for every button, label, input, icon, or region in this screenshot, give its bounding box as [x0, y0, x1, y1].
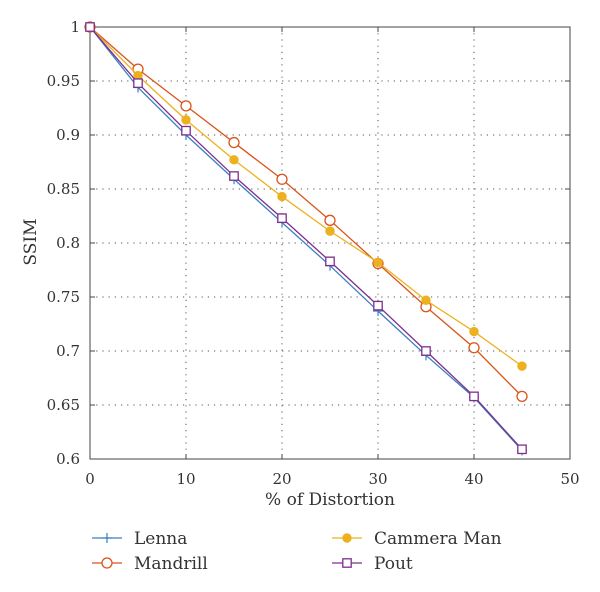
data-point-mandrill [276, 173, 288, 185]
legend-item-lenna: Lenna [92, 529, 187, 549]
series-line-cammera-man [89, 26, 523, 367]
x-tick-label: 0 [85, 470, 95, 488]
data-point-mandrill [516, 390, 528, 403]
x-axis-title: % of Distortion [265, 490, 395, 510]
series-line-mandrill [89, 26, 523, 397]
plot-axes: 0 10 20 30 40 50 0.6 0.65 0.7 0.75 0.8 0.85 0.9 0.95 1 [47, 18, 580, 488]
series-line-lenna [89, 26, 523, 451]
legend-item-pout: Pout [332, 554, 413, 574]
legend-marker [342, 533, 352, 543]
data-point-pout [517, 444, 527, 455]
data-point-cammera-man [325, 226, 335, 236]
series-mandrill [84, 21, 528, 403]
y-axis-title: SSIM [21, 218, 41, 265]
legend-label: Lenna [134, 529, 187, 549]
data-point-cammera-man [277, 191, 287, 202]
x-tick-label: 40 [464, 470, 483, 488]
x-tick-label: 10 [176, 470, 195, 488]
x-tick-label: 30 [368, 470, 387, 488]
data-point-cammera-man [181, 115, 191, 125]
x-tick-label: 50 [560, 470, 579, 488]
y-tick-label: 0.8 [56, 234, 80, 252]
data-point-mandrill [228, 136, 240, 149]
x-tick-label: 20 [272, 470, 291, 488]
data-point-cammera-man [517, 361, 527, 371]
legend-label: Cammera Man [374, 529, 502, 549]
grid-lines [90, 27, 570, 459]
y-tick-label: 0.65 [47, 396, 80, 414]
legend-item-mandrill: Mandrill [92, 554, 208, 574]
data-point-pout [181, 125, 191, 136]
data-point-pout [277, 213, 287, 224]
data-point-pout [133, 78, 143, 89]
legend-label: Pout [374, 554, 413, 574]
y-tick-label: 0.95 [47, 72, 80, 90]
data-point-pout [469, 391, 479, 402]
y-tick-label: 0.7 [56, 342, 80, 360]
plot-frame [89, 26, 571, 460]
y-tick-label: 0.75 [47, 288, 80, 306]
series-cammera-man [85, 22, 527, 371]
data-point-pout [373, 300, 383, 311]
legend-item-cammera-man: Cammera Man [332, 529, 502, 549]
series-line-pout [89, 26, 523, 450]
series-pout [85, 22, 527, 455]
data-point-pout [325, 256, 335, 267]
data-point-mandrill [468, 342, 480, 354]
data-point-pout [229, 171, 239, 181]
data-point-mandrill [180, 100, 192, 112]
data-point-cammera-man [373, 257, 383, 268]
data-series [84, 21, 528, 456]
data-point-pout [85, 22, 95, 32]
data-point-cammera-man [229, 155, 239, 165]
data-point-cammera-man [421, 295, 431, 305]
legend-label: Mandrill [134, 554, 208, 574]
y-tick-label: 0.9 [56, 126, 80, 144]
y-tick-label: 0.85 [47, 180, 80, 198]
legend-marker [101, 557, 113, 569]
data-point-cammera-man [469, 326, 479, 337]
legend-marker [102, 533, 112, 543]
y-tick-label: 1 [70, 18, 80, 36]
data-point-mandrill [324, 214, 336, 226]
legend: Lenna Mandrill Cammera Man Pout [92, 529, 502, 574]
legend-marker [342, 558, 352, 568]
data-point-pout [421, 346, 431, 356]
y-tick-label: 0.6 [56, 450, 80, 468]
